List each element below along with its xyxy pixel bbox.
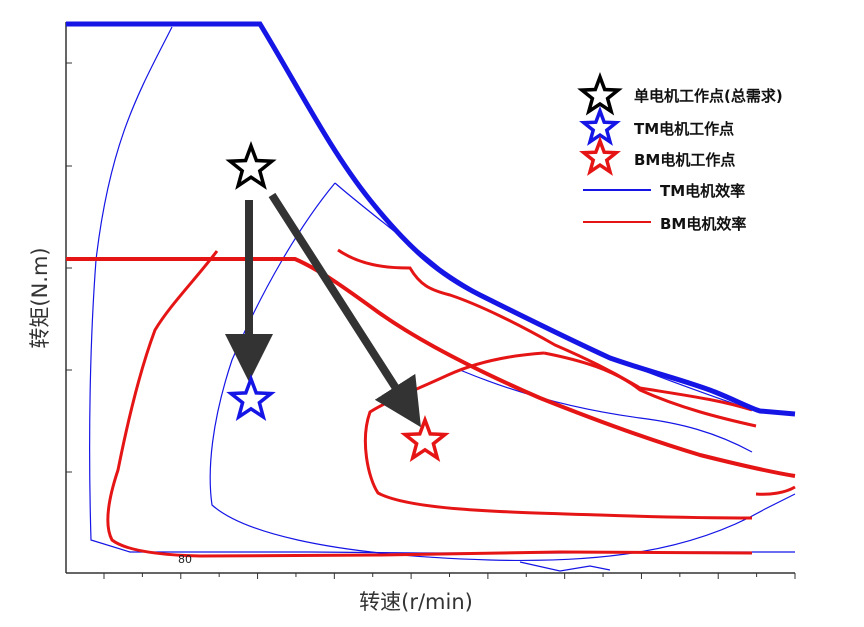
legend-marker-tm-point [579, 106, 621, 146]
legend: 单电机工作点(总需求) TM电机工作点 BM电机工作点 TM电机效率 BM电机效… [577, 72, 783, 233]
operating-point-arrows [225, 192, 421, 428]
arrow-to-bm-point [268, 192, 421, 428]
legend-label-bm-point: BM电机工作点 [634, 151, 735, 169]
legend-marker-bm-point [579, 136, 621, 176]
bm-efficiency-contour-outer [106, 250, 753, 558]
x-ticks [103, 573, 796, 579]
tm-efficiency-contour-inner [209, 182, 796, 562]
bm-efficiency-series [106, 248, 796, 558]
y-ticks [66, 62, 72, 473]
bm-max-torque-curve [66, 257, 796, 478]
bm-efficiency-contour-tail [755, 485, 796, 496]
tm-efficiency-contour-mid [459, 369, 753, 453]
bm-efficiency-contour-inner [363, 351, 753, 520]
plot-area [65, 22, 796, 579]
tm-operating-point-star [226, 374, 276, 422]
legend-label-total-demand: 单电机工作点(总需求) [634, 87, 783, 105]
legend-marker-total-demand [577, 72, 623, 116]
operating-points [225, 140, 450, 463]
contour-label: 80 [178, 553, 192, 566]
bm-efficiency-contour-upper [337, 248, 753, 412]
tm-efficiency-series [89, 26, 796, 572]
legend-label-tm-efficiency: TM电机效率 [660, 182, 745, 200]
bm-efficiency-contour-right [543, 351, 757, 428]
bm-operating-point-star [400, 415, 450, 463]
total-demand-point-star [225, 140, 277, 190]
tm-efficiency-contour-low [519, 561, 611, 572]
tm-efficiency-contour-outer [89, 26, 795, 554]
legend-markers [577, 72, 623, 176]
tm-max-torque-curve [66, 21, 796, 417]
y-axis-title: 转矩(N.m) [28, 247, 52, 348]
legend-label-tm-point: TM电机工作点 [634, 120, 734, 138]
legend-label-bm-efficiency: BM电机效率 [660, 215, 746, 233]
x-axis-title: 转速(r/min) [359, 590, 473, 614]
